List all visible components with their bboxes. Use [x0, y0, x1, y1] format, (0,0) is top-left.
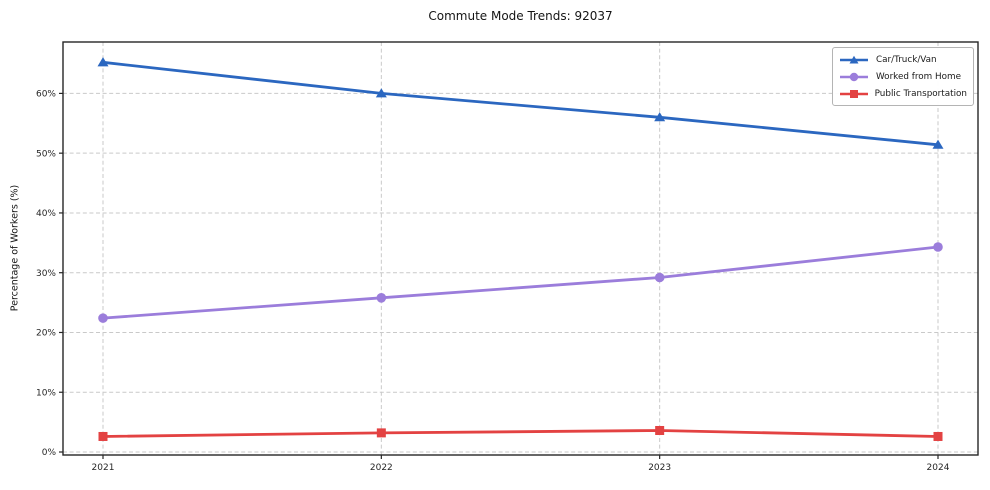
y-tick-label-60: 60% [36, 90, 56, 100]
plot-border [62, 41, 979, 456]
series-line-public-transportation [101, 429, 940, 438]
marker-worked-from-home-2023 [654, 272, 665, 283]
legend-marker-square-icon [840, 89, 868, 98]
marker-worked-from-home-2021 [98, 313, 108, 323]
legend-item-worked-from-home: Worked from Home [839, 70, 967, 83]
marker-car-truck-van-2022 [375, 88, 387, 98]
y-tick-label-10: 10% [36, 388, 56, 398]
legend-label-car-truck-van: Car/Truck/Van [876, 54, 937, 65]
y-tick-label-0: 0% [42, 448, 57, 458]
y-tick-label-40: 40% [36, 209, 56, 219]
legend: Car/Truck/Van Worked from Home Public Tran… [832, 47, 974, 106]
marker-worked-from-home-2024 [933, 242, 943, 252]
legend-item-public-transportation: Public Transportation [839, 87, 967, 100]
legend-marker-triangle-icon [840, 55, 868, 63]
legend-item-car-truck-van: Car/Truck/Van [839, 53, 967, 66]
y-tick-label-20: 20% [36, 329, 56, 339]
marker-public-transportation-2021 [98, 431, 108, 441]
legend-label-worked-from-home: Worked from Home [876, 71, 962, 82]
x-tick-label-2023: 2023 [648, 463, 671, 473]
marker-car-truck-van-2023 [654, 112, 666, 122]
y-tick-label-50: 50% [36, 149, 56, 159]
series-line-car-truck-van [101, 60, 940, 147]
x-tick-label-2022: 2022 [370, 463, 393, 473]
chart-title: Commute Mode Trends: 92037 [428, 9, 613, 23]
y-tick-label-30: 30% [36, 269, 56, 279]
marker-public-transportation-2024 [933, 431, 943, 441]
marker-public-transportation-2023 [655, 425, 665, 435]
series-line-worked-from-home [101, 245, 940, 320]
x-tick-label-2024: 2024 [927, 463, 950, 473]
legend-marker-circle-icon [840, 72, 868, 81]
legend-label-public-transportation: Public Transportation [874, 88, 967, 99]
x-tick-label-2021: 2021 [92, 463, 115, 473]
marker-car-truck-van-2024 [932, 139, 944, 149]
marker-worked-from-home-2022 [376, 293, 387, 303]
marker-car-truck-van-2021 [97, 57, 109, 67]
marker-public-transportation-2022 [376, 428, 386, 438]
